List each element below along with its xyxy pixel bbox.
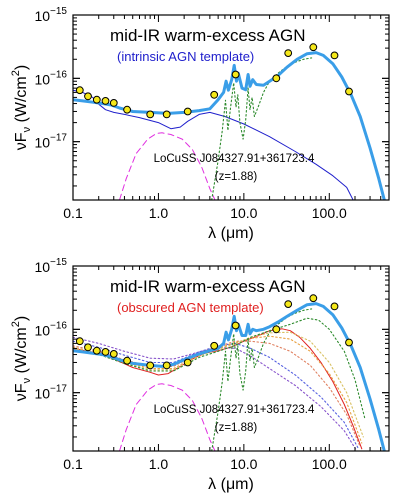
chart-title: mid-IR warm-excess AGN <box>110 26 306 45</box>
x-axis-label: λ (μm) <box>208 225 254 242</box>
photometry-point <box>330 302 339 311</box>
photometry-point <box>210 90 219 99</box>
x-tick-label: 0.1 <box>63 456 83 472</box>
photometry-point <box>75 86 84 95</box>
y-tick-label: 10−16 <box>34 69 67 87</box>
total-model-line <box>73 51 386 200</box>
photometry-point <box>123 105 131 114</box>
photometry-point <box>92 346 101 355</box>
y-axis-label: νFν (W/cm2) <box>10 65 33 150</box>
photometry-point <box>123 356 131 365</box>
stellar-template-line <box>119 132 216 200</box>
photometry-point <box>162 110 171 119</box>
redshift-label: (z=1.88) <box>215 422 258 434</box>
photometry-point <box>146 361 155 370</box>
photometry-point <box>101 348 110 356</box>
photometry-point <box>92 95 101 104</box>
y-axis-label: νFν (W/cm2) <box>10 316 33 401</box>
chart-title: mid-IR warm-excess AGN <box>110 277 306 296</box>
photometry-point <box>231 70 240 79</box>
x-tick-label: 1.0 <box>149 456 169 472</box>
photometry-point <box>231 321 240 330</box>
photometry-point <box>284 49 293 57</box>
y-tick-label: 10−15 <box>34 6 67 24</box>
photometry-point <box>345 87 353 96</box>
agn-variant-line <box>73 317 366 419</box>
pah-template-line <box>211 57 313 200</box>
photometry-point <box>109 350 118 358</box>
agn-variant-line <box>73 331 364 438</box>
photometry-point <box>272 74 281 83</box>
y-ticks <box>73 265 389 438</box>
sed-panel-bottom: 0.1 1.0 10.0 100.0 10−17 10−16 10−15 λ (μm) νFν … <box>10 257 390 493</box>
x-ticks <box>72 266 390 451</box>
photometry-point <box>101 97 110 105</box>
x-tick-label: 100.0 <box>312 456 347 472</box>
x-tick-label: 10.0 <box>230 456 257 472</box>
chart-subtitle: (intrinsic AGN template) <box>117 49 254 64</box>
pah-template-line <box>211 308 313 451</box>
photometry-point <box>146 110 155 119</box>
photometry-point <box>183 358 192 367</box>
chart-subtitle: (obscured AGN template) <box>117 300 264 315</box>
sed-panel-top: 0.1 1.0 10.0 100.0 10−17 10−16 10−15 λ (μm) νFν … <box>10 6 390 242</box>
y-ticks <box>73 14 389 187</box>
y-tick-label: 10−15 <box>34 257 67 275</box>
agn-variant-line <box>73 340 360 450</box>
y-tick-label: 10−17 <box>34 384 67 402</box>
photometry-point <box>309 43 318 52</box>
stellar-template-line <box>119 383 216 451</box>
x-tick-label: 0.1 <box>63 205 83 221</box>
x-tick-label: 10.0 <box>230 205 257 221</box>
agn-variant-line <box>73 335 363 444</box>
photometry-point <box>345 338 353 347</box>
photometry-point <box>210 341 219 350</box>
photometry-point <box>330 51 339 60</box>
photometry-point <box>284 300 293 309</box>
agn-variant-line <box>73 336 358 451</box>
photometry-point <box>109 99 118 107</box>
photometry-point <box>84 343 92 352</box>
photometry-point <box>272 325 281 334</box>
photometry-point <box>183 107 192 116</box>
y-tick-label: 10−17 <box>34 133 67 151</box>
photometry-points <box>75 43 353 119</box>
redshift-label: (z=1.88) <box>215 171 258 183</box>
photometry-point <box>75 337 84 346</box>
x-ticks <box>72 15 390 200</box>
photometry-point <box>162 361 171 370</box>
x-tick-label: 100.0 <box>312 205 347 221</box>
y-tick-label: 10−16 <box>34 320 67 338</box>
photometry-point <box>84 92 92 101</box>
object-label: LoCuSS J084327.91+361723.4 <box>154 153 315 165</box>
photometry-points <box>75 294 353 370</box>
x-axis-label: λ (μm) <box>208 476 254 493</box>
photometry-point <box>309 294 318 303</box>
agn-template-line <box>73 89 354 200</box>
object-label: LoCuSS J084327.91+361723.4 <box>154 404 315 416</box>
x-tick-label: 1.0 <box>149 205 169 221</box>
series-group <box>73 51 386 200</box>
